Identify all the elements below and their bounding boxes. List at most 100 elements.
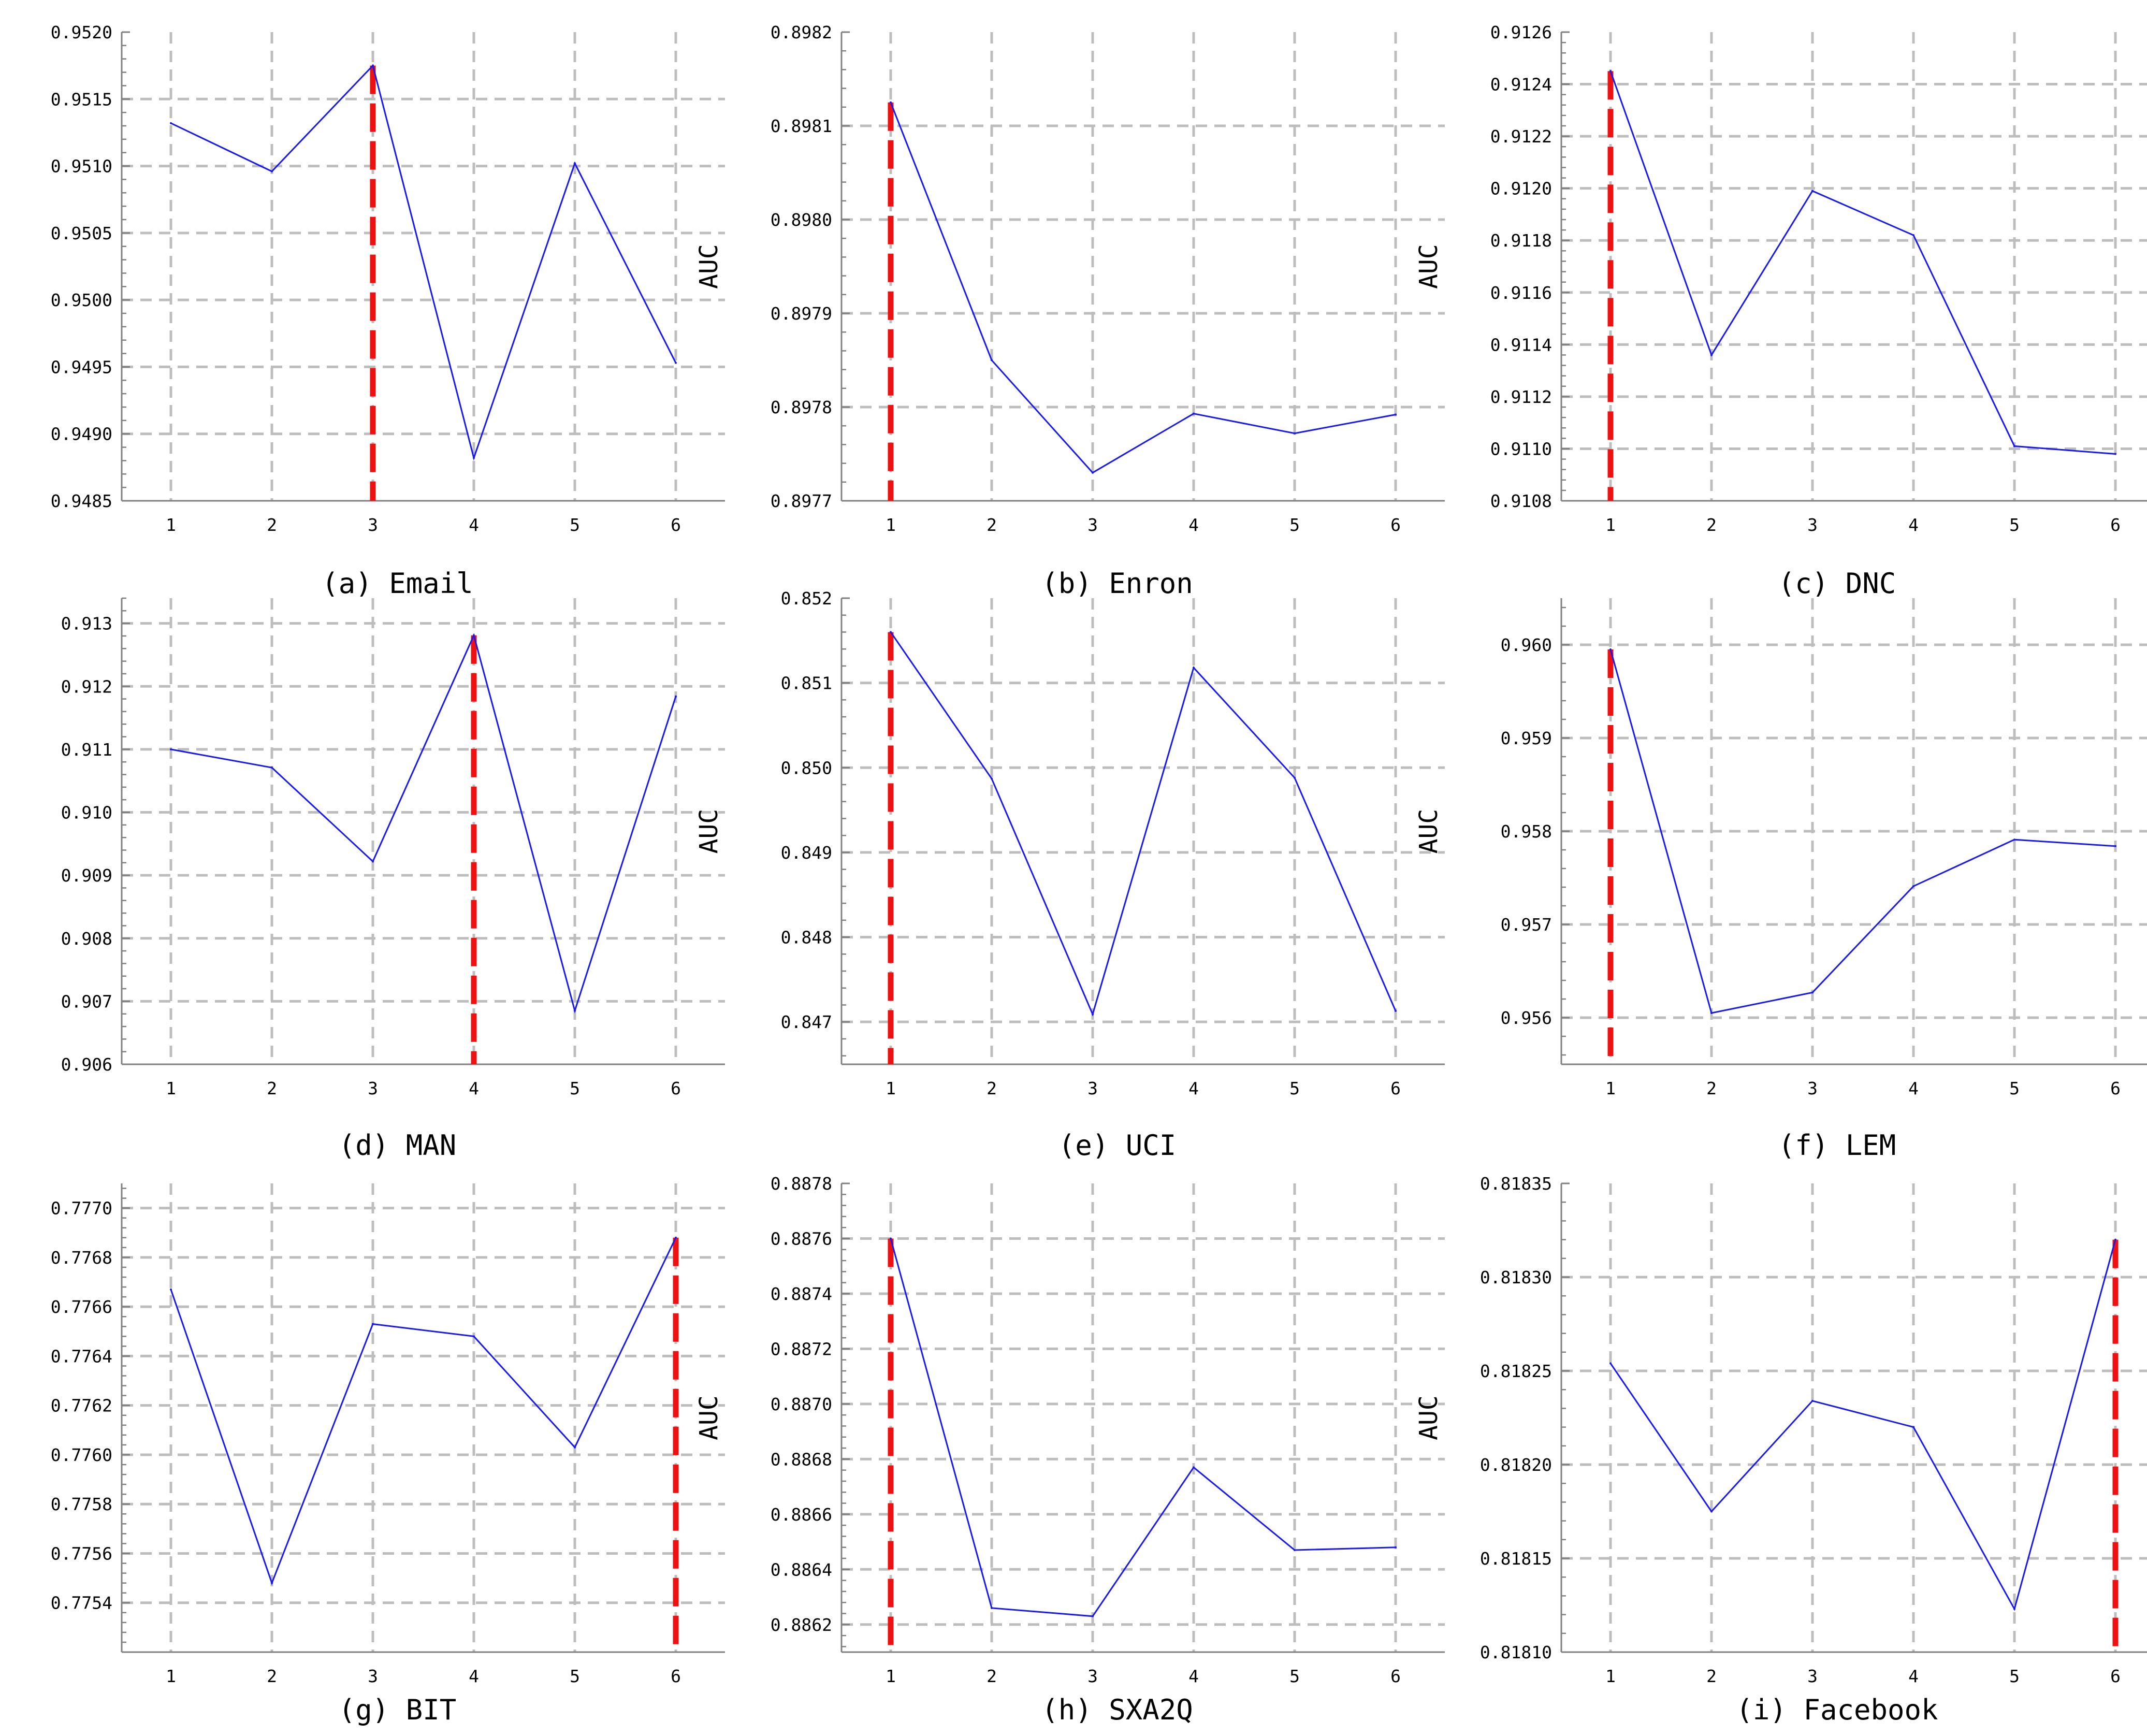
x-tick-label: 2 — [987, 1666, 997, 1686]
data-point — [1609, 70, 1612, 73]
x-tick-label: 3 — [1087, 515, 1098, 535]
y-tick-label: 0.81825 — [1480, 1361, 1552, 1381]
y-axis-label: AUC — [0, 244, 4, 289]
x-tick-label: 4 — [1188, 1666, 1199, 1686]
y-tick-label: 0.912 — [61, 676, 112, 697]
data-point — [1092, 471, 1094, 474]
x-tick-label: 3 — [368, 515, 378, 535]
data-point — [271, 170, 273, 172]
panel-caption: (a) Email — [322, 567, 473, 600]
y-tick-label: 0.81815 — [1480, 1549, 1552, 1569]
y-tick-label: 0.7756 — [51, 1543, 112, 1564]
panel-caption: (g) BIT — [339, 1694, 457, 1726]
data-point — [1395, 413, 1397, 416]
data-point — [1294, 776, 1296, 779]
y-tick-label: 0.852 — [781, 588, 832, 609]
data-point — [473, 1335, 475, 1338]
x-tick-label: 3 — [1807, 1666, 1818, 1686]
data-point — [574, 162, 576, 165]
x-tick-label: 5 — [2009, 1078, 2020, 1098]
x-tick-label: 4 — [1188, 515, 1199, 535]
data-point — [2114, 1238, 2116, 1241]
y-tick-label: 0.9510 — [51, 156, 112, 177]
y-tick-label: 0.8864 — [771, 1559, 832, 1580]
y-tick-label: 0.8862 — [771, 1615, 832, 1635]
y-tick-label: 0.9124 — [1490, 75, 1552, 95]
y-tick-label: 0.9118 — [1490, 230, 1552, 251]
data-point — [991, 777, 993, 780]
x-tick-label: 1 — [1605, 1078, 1616, 1098]
x-tick-label: 6 — [2110, 1078, 2121, 1098]
y-axis-label: AUC — [1414, 809, 1443, 854]
series-line — [890, 1238, 1396, 1617]
data-point — [271, 1582, 273, 1584]
x-tick-label: 3 — [1087, 1078, 1098, 1098]
x-tick-label: 4 — [1188, 1078, 1199, 1098]
x-tick-label: 2 — [1706, 515, 1717, 535]
y-tick-label: 0.9485 — [51, 491, 112, 511]
data-point — [2013, 838, 2015, 841]
chart-panel: 0.956 0.957 0.958 0.959 0.960 1 2 3 4 5 6 AUC (f) LE… — [1414, 598, 2147, 1162]
data-point — [1912, 1426, 1914, 1428]
panel-caption: (d) MAN — [339, 1129, 457, 1162]
y-tick-label: 0.9520 — [51, 22, 112, 42]
data-point — [372, 1323, 374, 1325]
series-line — [170, 633, 677, 1014]
x-tick-label: 3 — [1807, 1078, 1818, 1098]
x-tick-label: 1 — [886, 515, 896, 535]
x-tick-label: 1 — [166, 1666, 176, 1686]
chart-panel: 0.8862 0.8864 0.8866 0.8868 0.8870 0.8872 0.88… — [694, 1174, 1445, 1726]
data-point — [1193, 412, 1195, 415]
x-tick-label: 4 — [469, 1078, 479, 1098]
y-tick-label: 0.81810 — [1480, 1642, 1552, 1662]
data-point — [1912, 234, 1914, 237]
y-tick-label: 0.851 — [781, 673, 832, 693]
x-tick-label: 5 — [1289, 1666, 1300, 1686]
x-tick-label: 5 — [570, 1666, 580, 1686]
data-point — [170, 1288, 172, 1291]
panel-caption: (f) LEM — [1778, 1129, 1896, 1162]
x-tick-label: 1 — [1605, 515, 1616, 535]
y-tick-label: 0.8872 — [771, 1339, 832, 1359]
data-point — [991, 1607, 993, 1609]
data-point — [1092, 1615, 1094, 1617]
data-point — [1395, 1546, 1397, 1549]
y-tick-label: 0.7760 — [51, 1445, 112, 1465]
y-tick-label: 0.9126 — [1490, 22, 1552, 42]
chart-panel: 0.81810 0.81815 0.81820 0.81825 0.81830 0.818… — [1414, 1174, 2147, 1726]
y-tick-label: 0.81820 — [1480, 1455, 1552, 1475]
y-tick-label: 0.7754 — [51, 1593, 112, 1613]
data-point — [1294, 1549, 1296, 1552]
data-point — [1710, 354, 1713, 356]
x-tick-label: 5 — [2009, 1666, 2020, 1686]
x-tick-label: 1 — [166, 1078, 176, 1098]
y-tick-label: 0.911 — [61, 740, 112, 760]
data-point — [170, 748, 172, 750]
y-tick-label: 0.81835 — [1480, 1174, 1552, 1194]
y-tick-label: 0.8878 — [771, 1174, 832, 1194]
panel-caption: (b) Enron — [1041, 567, 1193, 600]
data-point — [675, 1236, 677, 1239]
series-line — [890, 102, 1396, 474]
y-tick-label: 0.9490 — [51, 424, 112, 444]
y-tick-label: 0.8876 — [771, 1228, 832, 1249]
data-point — [473, 457, 475, 459]
x-tick-label: 3 — [1807, 515, 1818, 535]
data-point — [890, 631, 892, 633]
data-point — [1811, 190, 1814, 192]
data-point — [372, 64, 374, 67]
y-tick-label: 0.9110 — [1490, 439, 1552, 459]
data-point — [1395, 1009, 1397, 1012]
data-point — [1811, 991, 1814, 994]
x-tick-label: 1 — [166, 515, 176, 535]
y-tick-label: 0.906 — [61, 1054, 112, 1075]
y-tick-label: 0.7758 — [51, 1494, 112, 1514]
chart-panel: 0.847 0.848 0.849 0.850 0.851 0.852 1 2 3 4 5 6 AUC (… — [694, 588, 1445, 1162]
x-tick-label: 6 — [671, 1666, 681, 1686]
y-tick-label: 0.957 — [1501, 915, 1552, 935]
x-tick-label: 2 — [1706, 1078, 1717, 1098]
y-tick-label: 0.956 — [1501, 1008, 1552, 1028]
x-tick-label: 6 — [1390, 1666, 1401, 1686]
y-axis-label: AUC — [694, 1395, 723, 1440]
data-point — [1294, 432, 1296, 435]
